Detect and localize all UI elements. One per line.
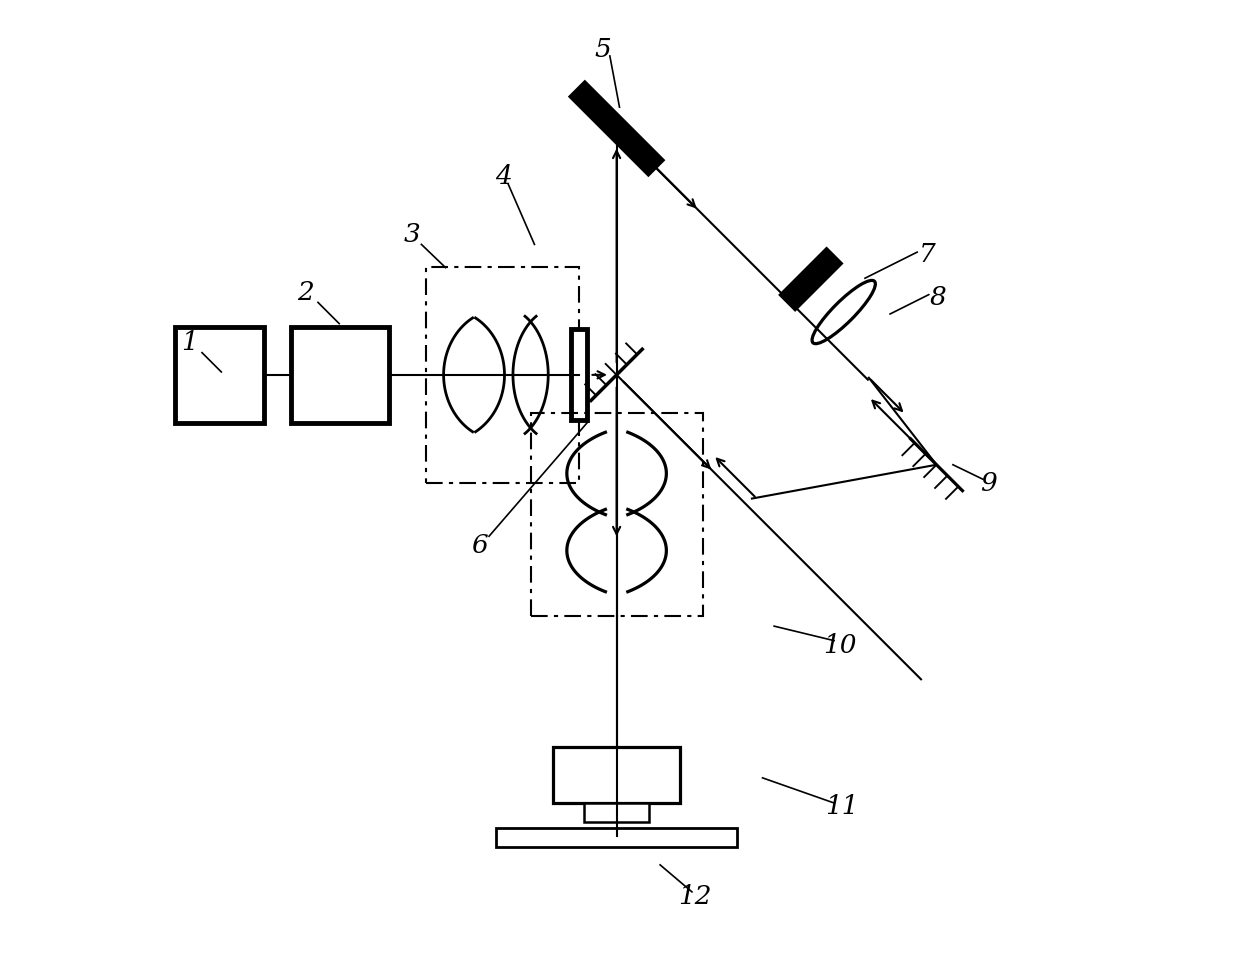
Bar [530, 412, 703, 615]
Bar [291, 327, 389, 423]
Polygon shape [570, 82, 663, 175]
Text: 8: 8 [930, 285, 947, 310]
Text: 12: 12 [678, 885, 711, 909]
Text: 4: 4 [496, 164, 512, 190]
Text: 11: 11 [825, 794, 859, 819]
Bar [426, 266, 579, 483]
Text: 6: 6 [471, 534, 488, 559]
Bar [571, 330, 586, 420]
Text: 1: 1 [181, 330, 198, 356]
Text: 2: 2 [297, 280, 313, 305]
Bar [584, 803, 649, 822]
Text: 10: 10 [823, 633, 856, 658]
Text: 9: 9 [980, 470, 997, 496]
Text: 5: 5 [595, 37, 611, 61]
Polygon shape [781, 249, 841, 310]
Text: 7: 7 [918, 242, 935, 266]
Bar [175, 327, 264, 423]
Bar [496, 828, 737, 848]
Text: 3: 3 [404, 223, 420, 247]
Bar [553, 746, 680, 803]
